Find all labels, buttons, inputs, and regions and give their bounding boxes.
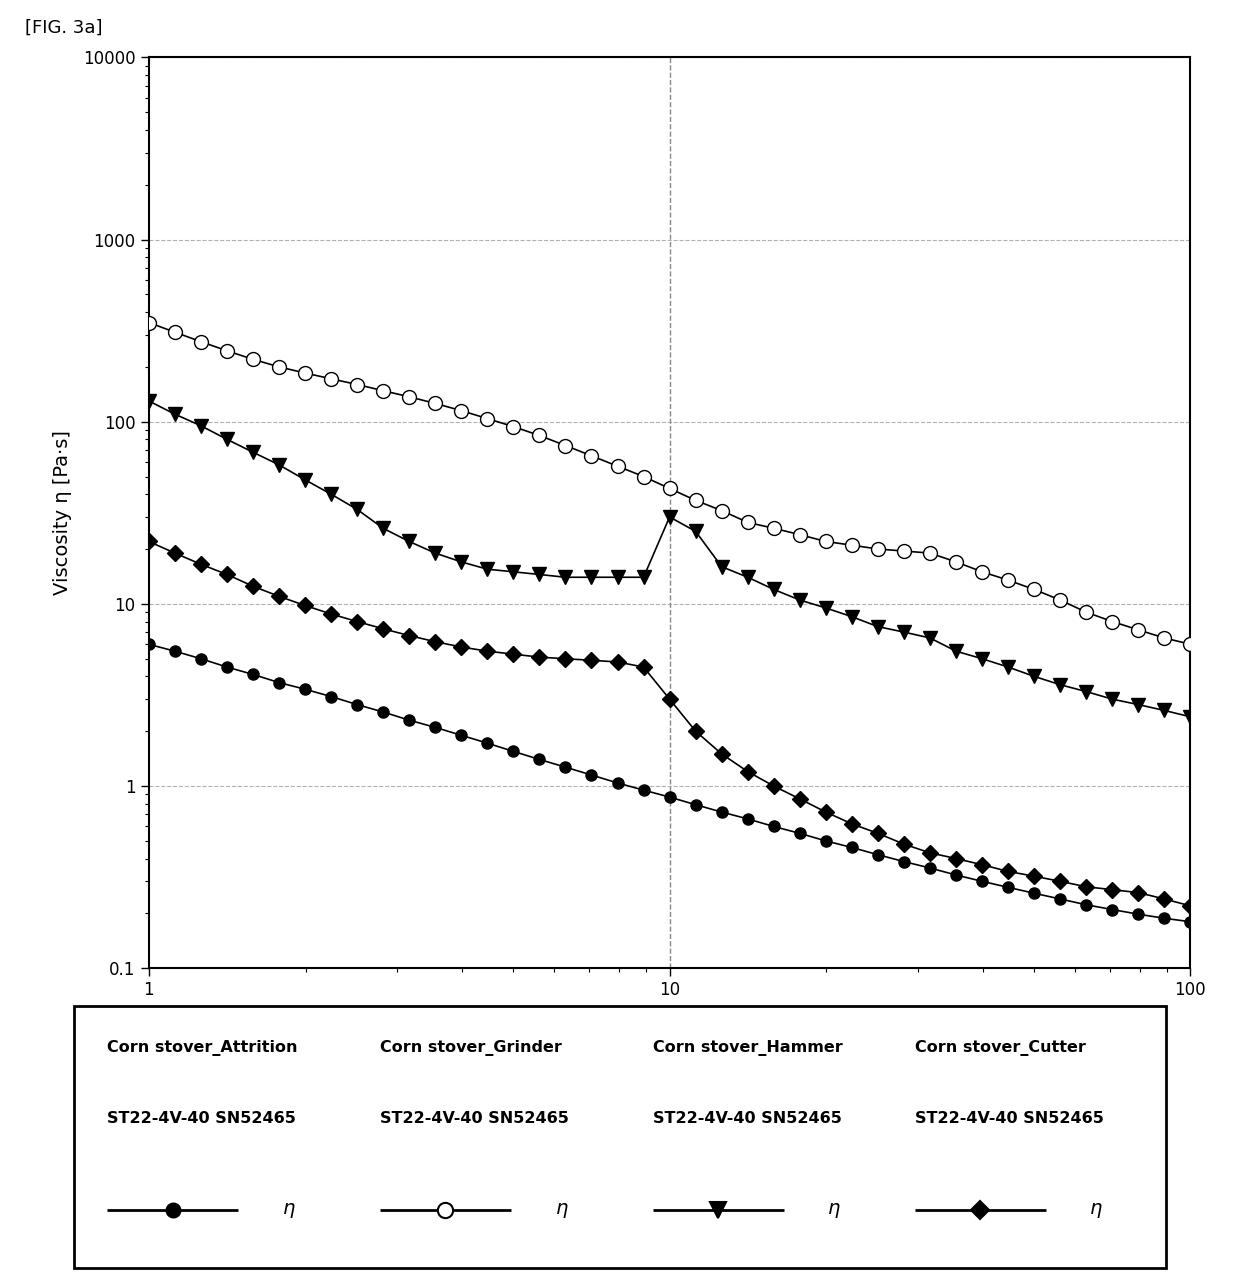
Text: Corn stover_Attrition: Corn stover_Attrition: [107, 1041, 298, 1056]
Text: ST22-4V-40 SN52465: ST22-4V-40 SN52465: [379, 1111, 569, 1126]
Text: ST22-4V-40 SN52465: ST22-4V-40 SN52465: [652, 1111, 842, 1126]
Text: $\eta$: $\eta$: [281, 1200, 295, 1219]
Text: [FIG. 3a]: [FIG. 3a]: [25, 19, 102, 37]
Text: ST22-4V-40 SN52465: ST22-4V-40 SN52465: [107, 1111, 296, 1126]
Text: Corn stover_Cutter: Corn stover_Cutter: [915, 1041, 1085, 1056]
Text: Corn stover_Hammer: Corn stover_Hammer: [652, 1041, 842, 1056]
Text: $\eta$: $\eta$: [1089, 1200, 1102, 1219]
X-axis label: Shear Rate γ̇ [1/s]: Shear Rate γ̇ [1/s]: [582, 1010, 758, 1029]
Text: $\eta$: $\eta$: [827, 1200, 841, 1219]
Y-axis label: Viscosity η [Pa·s]: Viscosity η [Pa·s]: [53, 431, 72, 595]
Text: $\eta$: $\eta$: [554, 1200, 568, 1219]
Text: ST22-4V-40 SN52465: ST22-4V-40 SN52465: [915, 1111, 1104, 1126]
Text: Corn stover_Grinder: Corn stover_Grinder: [379, 1041, 562, 1056]
